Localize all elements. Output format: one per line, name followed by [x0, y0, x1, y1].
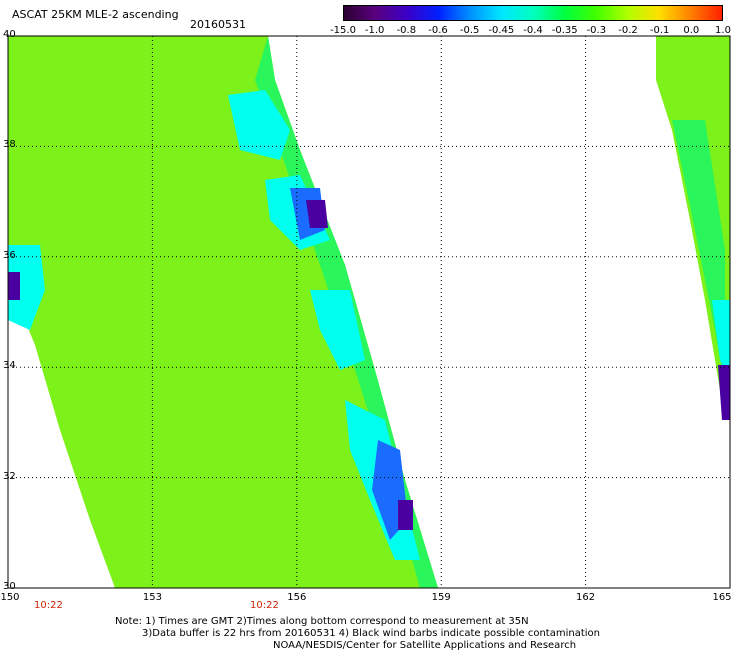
colorbar-label: -0.1 — [649, 25, 670, 36]
colorbar-label: -0.8 — [396, 25, 417, 36]
colorbar-label: -0.6 — [428, 25, 448, 36]
swath-dark-patch — [8, 272, 20, 300]
colorbar-label: 1.0 — [715, 25, 731, 36]
note-line-2: 3)Data buffer is 22 hrs from 20160531 4)… — [142, 628, 600, 639]
grid-layer — [8, 36, 730, 588]
swath-dark-patch — [398, 500, 413, 530]
colorbar-label: -1.0 — [364, 25, 385, 36]
lat-label: 32 — [3, 470, 16, 482]
colorbar-labels: -15.0 -1.0 -0.8 -0.6 -0.5 -0.45 -0.4 -0.35 -0.3-… — [330, 25, 740, 39]
lon-label: 153 — [142, 592, 162, 603]
colorbar-label: -0.35 — [551, 25, 578, 36]
swath-main — [8, 36, 438, 588]
swath-layer — [8, 36, 730, 588]
swath-right-cyan — [712, 300, 730, 380]
footnotes: Note: 1) Times are GMT 2)Times along bot… — [115, 616, 600, 652]
colorbar-label: -0.5 — [459, 25, 480, 36]
lon-label: 156 — [287, 592, 307, 603]
swath-right — [656, 36, 730, 420]
note-line-1: Note: 1) Times are GMT 2)Times along bot… — [115, 616, 529, 627]
lat-label: 30 — [3, 581, 16, 592]
swath-cyan-patch — [310, 290, 365, 370]
map-date: 20160531 — [190, 18, 246, 31]
map-title: ASCAT 25KM MLE-2 ascending — [12, 8, 179, 21]
lon-label: 159 — [431, 592, 451, 603]
swath-cyan-patch — [8, 245, 45, 330]
note-line-3: NOAA/NESDIS/Center for Satellite Applica… — [273, 640, 577, 651]
colorbar-label: -0.45 — [488, 25, 515, 36]
time-label-right: 10:22 — [250, 600, 279, 611]
lat-label: 38 — [3, 139, 16, 151]
swath-cyan-patch — [228, 90, 290, 160]
colorbar-label: -15.0 — [330, 25, 356, 36]
swath-right-edge — [672, 120, 725, 390]
colorbar-label: -0.2 — [618, 25, 638, 36]
lon-label: 165 — [712, 592, 732, 603]
lon-label: 162 — [576, 592, 596, 603]
time-label-left: 10:22 — [34, 600, 63, 611]
lat-label: 34 — [3, 360, 16, 372]
swath-dark-patch — [306, 200, 328, 228]
colorbar-label: 0.0 — [683, 25, 700, 36]
map-frame — [7, 35, 731, 589]
lat-label: 36 — [3, 249, 16, 261]
swath-right-dark — [718, 365, 730, 420]
colorbar-label: -0.3 — [586, 25, 607, 36]
colorbar-label: -0.4 — [523, 25, 543, 36]
colorbar — [343, 5, 723, 21]
lon-label: 150 — [0, 592, 20, 603]
lat-label: 40 — [3, 29, 16, 40]
